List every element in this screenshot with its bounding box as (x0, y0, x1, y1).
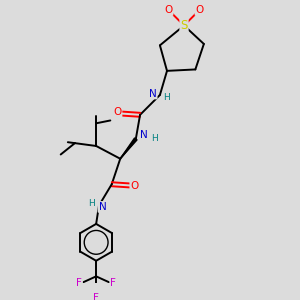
Text: S: S (180, 19, 188, 32)
Text: O: O (196, 5, 204, 15)
Polygon shape (120, 138, 137, 159)
Text: H: H (151, 134, 158, 143)
Text: N: N (98, 202, 106, 212)
Text: H: H (88, 199, 94, 208)
Text: F: F (110, 278, 116, 288)
Text: N: N (149, 88, 157, 98)
Text: F: F (93, 292, 99, 300)
Text: F: F (76, 278, 82, 288)
Text: O: O (130, 181, 139, 191)
Text: N: N (140, 130, 148, 140)
Text: O: O (164, 5, 172, 15)
Text: H: H (163, 93, 169, 102)
Text: O: O (113, 107, 122, 117)
